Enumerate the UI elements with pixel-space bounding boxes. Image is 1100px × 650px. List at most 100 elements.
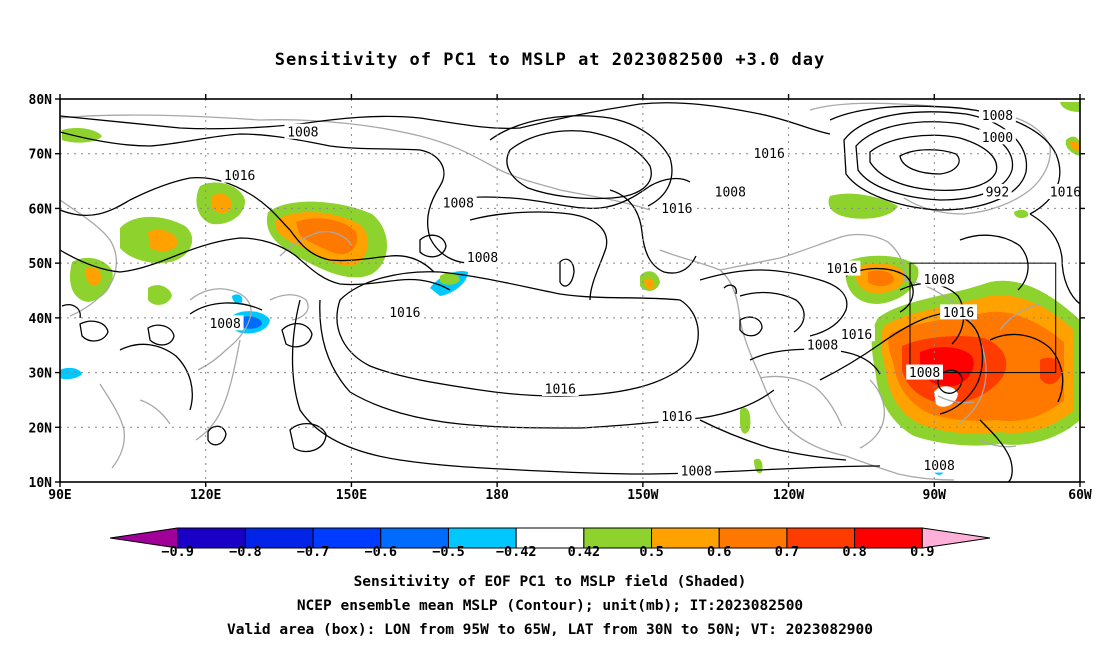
contour-label: 1008: [467, 251, 498, 266]
contour-label-bg: [711, 184, 749, 200]
contour-label: 1008: [909, 366, 940, 381]
contour-label: 1008: [287, 125, 318, 140]
lon-label: 150W: [627, 488, 658, 503]
contour-label-bg: [1047, 184, 1084, 200]
colorbar-label: −0.8: [229, 544, 262, 560]
contour-label-bg: [906, 364, 943, 380]
shade-green-gulf2: [754, 458, 763, 474]
shade-blue2-japan: [240, 316, 262, 329]
valid-area-box: [909, 262, 1057, 374]
contour-label: 1016: [753, 147, 784, 162]
lon-label: 60W: [1068, 488, 1092, 503]
colorbar-label: 0.8: [842, 544, 867, 560]
caption-line-2: NCEP ensemble mean MSLP (Contour); unit(…: [296, 598, 804, 614]
lon-label: 120E: [190, 488, 221, 503]
contour-label-bg: [658, 200, 696, 216]
shade-darkorange-greatlakes: [868, 270, 894, 287]
contour-label-bg: [979, 129, 1016, 145]
colorbar-label: 0.6: [707, 544, 732, 560]
contour-label-bg: [284, 123, 322, 139]
colorbar-label: −0.6: [364, 544, 398, 560]
contour-label: 1008: [923, 459, 954, 474]
shade-blue-japan-small: [232, 294, 243, 304]
contour-label-bg: [804, 337, 841, 353]
contour-label: 1016: [661, 202, 692, 217]
contour-label-bg: [541, 380, 579, 396]
contour-label: 992: [986, 186, 1009, 201]
contour-label-bg: [677, 463, 715, 479]
lon-label: 180: [485, 488, 509, 503]
shade-green-natl-4: [1014, 209, 1029, 219]
colorbar-label: 0.7: [774, 544, 800, 560]
contour-label-bg: [439, 194, 477, 210]
colorbar-label: −0.7: [296, 544, 330, 560]
coastlines: [60, 102, 1051, 481]
contour-label-bg: [823, 260, 861, 276]
contour-label: 1008: [443, 196, 474, 211]
contour-label-bg: [658, 408, 696, 424]
colorbar-label: −0.9: [161, 544, 194, 560]
contour-label: 1016: [661, 410, 692, 425]
contour-label-bg: [920, 457, 958, 473]
contour-label-bg: [386, 304, 424, 320]
colorbar-cell-highend: [921, 527, 991, 549]
contour-label: 1008: [923, 273, 954, 288]
shade-orange-asia-3: [85, 266, 102, 286]
mslp-contours: [60, 102, 1080, 482]
contour-label: 1008: [681, 465, 712, 480]
lon-label: 90W: [923, 488, 947, 503]
contour-label-bg: [920, 271, 958, 287]
shade-green-asia-4: [148, 285, 172, 305]
shade-darkorange-nwpac: [296, 218, 357, 255]
shade-green-dateline: [440, 272, 460, 285]
figure-title: Sensitivity of PC1 to MSLP at 2023082500…: [274, 50, 826, 70]
shade-orange-asia-2: [212, 193, 232, 214]
contour-label: 1008: [807, 339, 838, 354]
shade-blue-west: [60, 367, 82, 380]
contour-label-bg: [750, 145, 788, 161]
lat-label: 80N: [29, 93, 53, 108]
contour-label: 1016: [841, 328, 872, 343]
contour-label-bg: [206, 315, 244, 331]
sensitivity-shading: [60, 102, 1080, 475]
contour-label-bg: [979, 107, 1016, 123]
map-frame: [59, 98, 1081, 483]
contour-label: 1016: [826, 262, 857, 277]
lat-label: 40N: [29, 312, 53, 327]
lat-label: 30N: [29, 367, 53, 382]
shade-green-natl-2: [1060, 102, 1080, 112]
shade-red-watl-2: [1040, 357, 1062, 385]
colorbar-label: −0.5: [432, 544, 465, 560]
shade-orange-cpac: [644, 278, 655, 290]
colorbar-label: 0.5: [639, 544, 664, 560]
colorbar-label: 0.9: [910, 544, 935, 560]
shade-orange-natl-3: [1070, 141, 1080, 151]
contour-label: 1016: [224, 169, 255, 184]
colorbar: [109, 527, 991, 549]
lat-label: 20N: [29, 421, 53, 436]
contour-label: 1016: [389, 306, 420, 321]
contour-label-bg: [221, 167, 259, 183]
contour-label-bg: [464, 249, 501, 265]
contour-label-bg: [940, 304, 977, 320]
lon-label: 120W: [773, 488, 804, 503]
contour-label: 1016: [1050, 186, 1081, 201]
shade-green-natl-1: [828, 193, 898, 219]
caption-line-1: Sensitivity of EOF PC1 to MSLP field (Sh…: [353, 574, 747, 590]
caption-line-3: Valid area (box): LON from 95W to 65W, L…: [226, 622, 873, 638]
lat-label: 60N: [29, 202, 53, 217]
shade-green-gulf: [740, 407, 751, 434]
contour-label: 1016: [943, 306, 974, 321]
colorbar-label: −0.42: [495, 544, 537, 560]
lat-label: 10N: [29, 476, 53, 491]
contour-label-bg: [838, 326, 875, 342]
contour-label: 1008: [982, 109, 1013, 124]
colorbar-label: 0.42: [567, 544, 601, 560]
contour-label-bg: [983, 184, 1012, 200]
contour-label: 1008: [209, 317, 240, 332]
lat-label: 70N: [29, 148, 53, 163]
lat-label: 50N: [29, 257, 53, 272]
lon-label: 150E: [336, 488, 367, 503]
